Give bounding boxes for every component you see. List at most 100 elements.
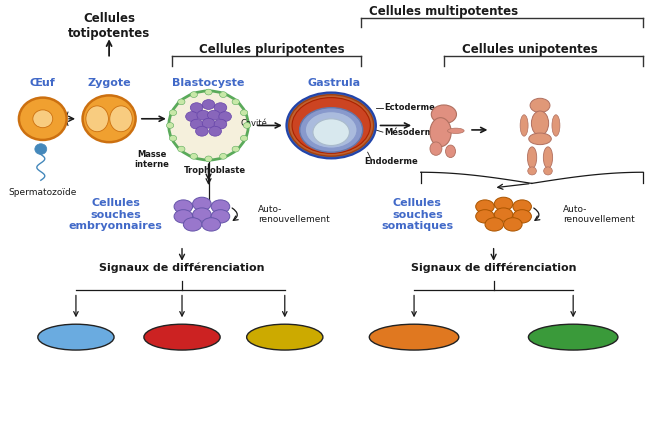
Ellipse shape [208,110,220,120]
Ellipse shape [35,144,47,154]
Ellipse shape [192,197,211,211]
Ellipse shape [476,200,494,213]
Text: Cellules
totipotentes: Cellules totipotentes [68,12,150,40]
Ellipse shape [289,95,374,156]
Ellipse shape [178,99,185,105]
Text: Spermatozoïde: Spermatozoïde [9,188,77,197]
Ellipse shape [174,200,192,213]
Ellipse shape [247,324,323,350]
Ellipse shape [205,156,212,162]
Ellipse shape [170,110,177,116]
Ellipse shape [38,324,114,350]
Ellipse shape [529,133,551,145]
Text: Cellules pluripotentes: Cellules pluripotentes [199,43,344,56]
Text: Mésoderme: Mésoderme [384,128,440,137]
Ellipse shape [430,118,451,147]
Text: Cellules
souches
somatiques: Cellules souches somatiques [381,198,454,231]
Ellipse shape [169,91,249,160]
Ellipse shape [170,135,177,141]
Ellipse shape [241,135,248,141]
Ellipse shape [528,167,537,175]
Text: Cellules unipotentes: Cellules unipotentes [462,43,598,56]
Ellipse shape [186,112,198,122]
Ellipse shape [430,142,442,155]
Ellipse shape [232,99,239,105]
Ellipse shape [110,106,132,132]
Text: Blastocyste: Blastocyste [172,78,245,88]
Ellipse shape [166,122,174,128]
Ellipse shape [202,100,215,110]
Text: Auto-
renouvellement: Auto- renouvellement [258,205,330,224]
Ellipse shape [219,112,231,122]
Ellipse shape [543,167,552,175]
Ellipse shape [530,98,550,113]
Ellipse shape [494,197,513,211]
Ellipse shape [190,103,203,113]
Ellipse shape [527,147,537,168]
Text: Trophoblaste: Trophoblaste [184,165,247,175]
Text: Ectoderme: Ectoderme [49,333,103,342]
Text: Cellules
souches
embryonnaires: Cellules souches embryonnaires [69,198,163,231]
Ellipse shape [211,200,230,213]
Ellipse shape [513,210,531,223]
Ellipse shape [243,122,251,128]
Ellipse shape [313,119,350,146]
Ellipse shape [306,112,357,148]
Ellipse shape [448,128,464,134]
Text: Endoderme: Endoderme [364,156,418,166]
Ellipse shape [144,324,220,350]
Text: Cellules multipotentes: Cellules multipotentes [369,5,519,18]
Ellipse shape [476,210,494,223]
Ellipse shape [220,153,227,159]
Ellipse shape [446,145,456,157]
Ellipse shape [214,119,226,129]
Ellipse shape [190,153,198,159]
Text: Œuf: Œuf [30,78,56,88]
Ellipse shape [184,218,202,231]
Ellipse shape [241,110,248,116]
Ellipse shape [494,208,513,221]
Ellipse shape [504,218,522,231]
Ellipse shape [192,208,211,221]
Ellipse shape [299,108,362,152]
Ellipse shape [202,118,215,128]
Text: Zygote: Zygote [87,78,131,88]
Ellipse shape [214,103,226,113]
Ellipse shape [220,92,227,97]
Ellipse shape [531,111,549,135]
Text: Cavité: Cavité [241,119,267,128]
Ellipse shape [485,218,504,231]
Ellipse shape [529,324,618,350]
Ellipse shape [543,147,553,168]
Ellipse shape [287,93,376,158]
Text: Ectoderme: Ectoderme [384,103,435,112]
Text: Type cellulaire
tissu-spécifique: Type cellulaire tissu-spécifique [374,327,454,347]
Text: Mésoderme: Mésoderme [153,333,212,342]
Text: Signaux de différenciation: Signaux de différenciation [99,263,265,273]
Text: Signaux de différenciation: Signaux de différenciation [411,263,576,273]
Ellipse shape [190,119,203,129]
Ellipse shape [552,115,560,136]
Ellipse shape [205,89,212,95]
Text: Autres types
cellulaires: Autres types cellulaires [541,328,606,347]
Ellipse shape [232,146,239,152]
Ellipse shape [292,97,371,153]
Ellipse shape [202,218,220,231]
Ellipse shape [33,110,53,128]
Ellipse shape [82,95,135,142]
Ellipse shape [196,127,208,136]
Ellipse shape [431,105,456,124]
Ellipse shape [211,210,230,223]
Ellipse shape [86,106,109,132]
Ellipse shape [19,97,66,140]
Ellipse shape [174,210,192,223]
Ellipse shape [209,127,222,136]
Text: Masse
interne: Masse interne [135,150,170,169]
Ellipse shape [513,200,531,213]
Ellipse shape [178,146,185,152]
Text: Auto-
renouvellement: Auto- renouvellement [563,205,635,224]
Text: Gastrula: Gastrula [308,78,361,88]
Ellipse shape [197,110,210,120]
Text: Endoderme: Endoderme [256,333,314,342]
Ellipse shape [190,92,198,97]
